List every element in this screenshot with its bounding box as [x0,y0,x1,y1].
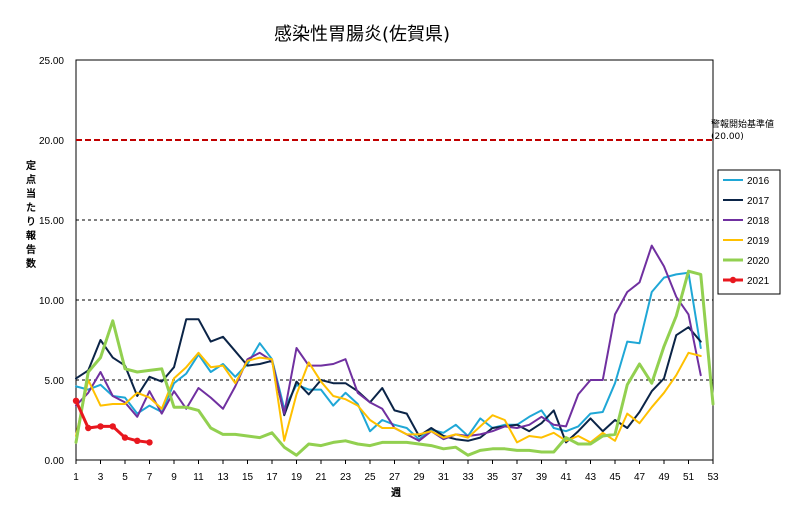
threshold-label-line2: (20.00) [711,132,744,142]
data-point-2021 [134,437,141,444]
chart-title: 感染性胃腸炎(佐賀県) [274,24,450,45]
x-tick-label: 3 [98,472,104,483]
y-tick-label: 20.00 [39,136,64,147]
data-point-2021 [146,439,153,446]
y-tick-label: 5.00 [45,376,65,387]
x-tick-label: 19 [291,472,303,483]
legend-label-2017: 2017 [747,196,770,207]
series-line-2019 [75,351,702,444]
legend-label-2016: 2016 [747,176,770,187]
x-tick-label: 31 [438,472,450,483]
x-tick-label: 21 [315,472,327,483]
data-point-2021 [85,424,92,432]
series-line-2021 [74,399,151,444]
y-tick-label: 0.00 [45,456,65,467]
x-tick-label: 25 [364,472,376,483]
grid-lines [76,219,713,381]
y-tick-label: 15.00 [39,216,64,227]
legend-label-2018: 2018 [747,216,770,227]
legend-label-2021: 2021 [747,276,770,287]
y-axis-title: 定点当たり報告数 [26,159,37,270]
threshold-label-line1: 警報開始基準値 [711,118,774,130]
x-tick-label: 27 [389,472,401,483]
data-point-2021 [109,423,116,430]
x-tick-label: 33 [462,472,474,483]
series-line-2017 [75,318,702,444]
x-tick-label: 51 [683,472,695,483]
x-tick-label: 45 [609,472,621,483]
legend-label-2020: 2020 [747,256,770,267]
data-point-2021 [72,397,80,404]
legend: 2016 2017 2018 2019 2020 2021 [717,169,781,295]
x-tick-label: 29 [413,472,425,483]
legend-frame [717,169,781,295]
x-tick-label: 53 [707,472,719,483]
x-tick-label: 39 [536,472,548,483]
x-tick-label: 7 [147,472,153,483]
x-tick-label: 1 [73,472,79,483]
legend-label-2019: 2019 [747,236,770,247]
data-point-2021 [121,434,129,441]
x-tick-label: 49 [658,472,670,483]
y-tick-label: 25.00 [39,56,64,67]
x-tick-label: 23 [340,472,352,483]
x-tick-label: 15 [242,472,254,483]
plot-area [72,59,715,461]
data-point-2021 [97,423,104,430]
legend-marker-2021 [729,276,737,284]
x-tick-label: 13 [217,472,229,483]
x-tick-label: 17 [266,472,278,483]
x-tick-label: 5 [122,472,128,483]
series-line-2018 [75,244,702,442]
x-tick-label: 41 [560,472,572,483]
x-tick-label: 47 [634,472,646,483]
x-tick-label: 11 [193,472,204,483]
x-axis-ticks: 1 3 5 7 9 11 13 15 17 19 21 23 25 27 29 31 33 35 37 39 41 43 4… [73,460,719,483]
x-tick-label: 37 [511,472,523,483]
x-axis-title: 週 [391,487,401,499]
series-line-2016 [75,271,702,441]
x-tick-label: 9 [171,472,177,483]
series-line-2020 [74,269,715,457]
series-lines [72,244,715,457]
y-tick-label: 10.00 [39,296,64,307]
x-tick-label: 35 [487,472,499,483]
y-axis-ticks: 0.00 5.00 10.00 15.00 20.00 25.00 [39,56,64,467]
x-tick-label: 43 [585,472,597,483]
